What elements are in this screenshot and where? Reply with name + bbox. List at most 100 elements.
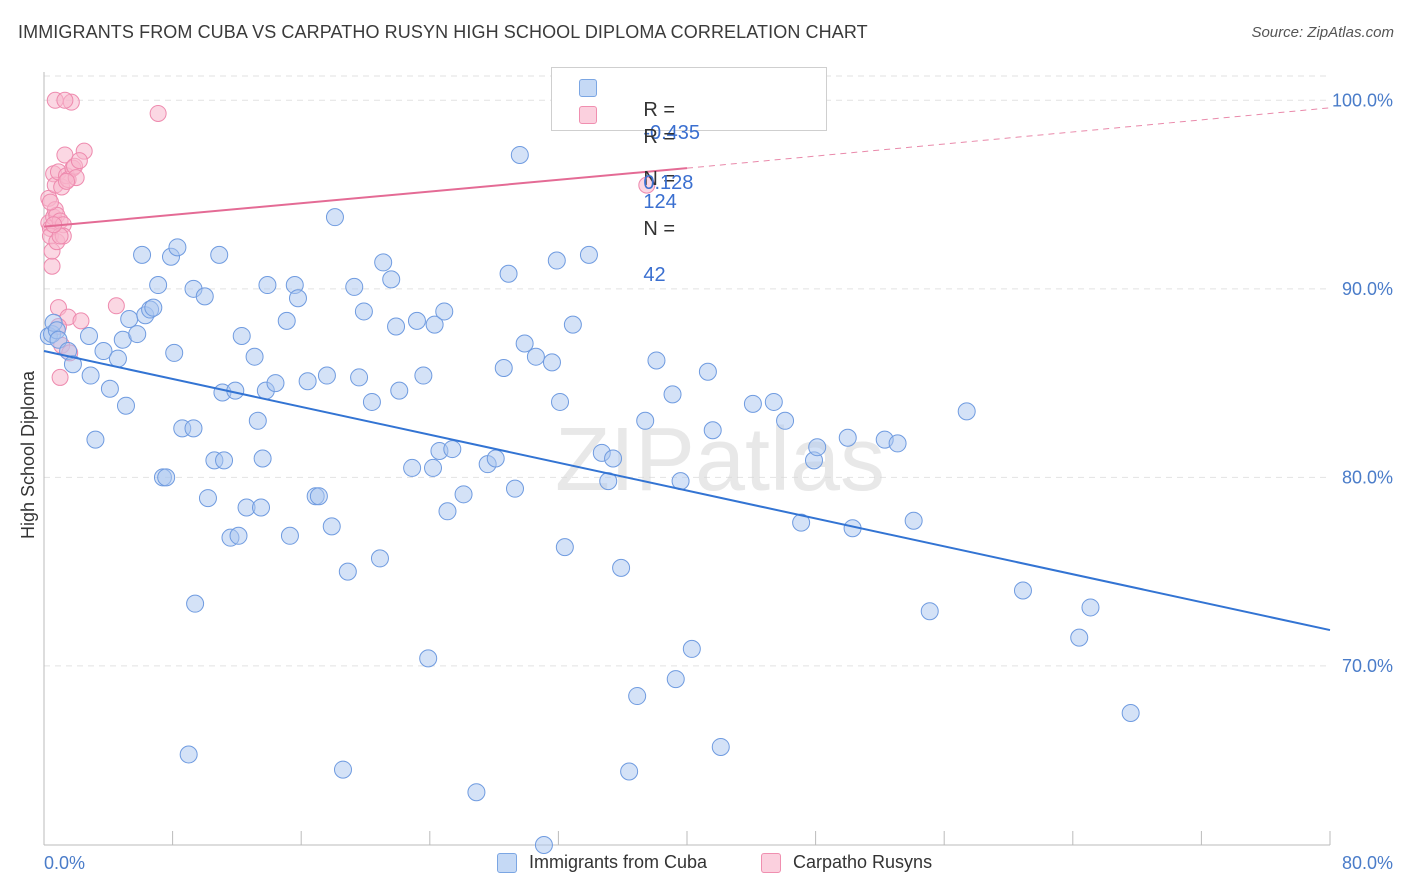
data-point-cuba (116, 396, 135, 415)
data-point-cuba (120, 309, 139, 328)
data-point-cuba (1070, 628, 1089, 647)
data-point-cuba (298, 372, 317, 391)
x-tick-label: 0.0% (44, 853, 85, 873)
data-point-cuba (354, 302, 373, 321)
data-point-cuba (808, 438, 827, 457)
data-point-rusyns (41, 193, 59, 211)
stats-legend: R = -0.435 N = 124 R = 0.128 N = 42 (551, 67, 827, 286)
x-tick-label: 80.0% (1342, 853, 1393, 873)
data-point-cuba (494, 359, 513, 378)
trend-line-rusyns-extension (686, 107, 1331, 169)
x-axis-tick-labels: 0.0% 80.0% (44, 853, 1393, 873)
data-point-cuba (252, 498, 271, 517)
y-tick-label: 80.0% (1342, 467, 1393, 487)
data-point-cuba (424, 458, 443, 477)
data-point-cuba (317, 366, 336, 385)
data-point-cuba (258, 276, 277, 295)
legend-row-cuba: R = -0.435 N = 124 (552, 74, 826, 213)
data-point-rusyns (70, 152, 88, 170)
legend-r-label: R = (643, 99, 676, 121)
data-point-cuba (920, 602, 939, 621)
data-point-rusyns (43, 257, 61, 275)
data-point-cuba (266, 374, 285, 393)
data-point-cuba (322, 517, 341, 536)
data-point-cuba (555, 538, 574, 557)
data-point-cuba (628, 687, 647, 706)
data-point-cuba (534, 836, 553, 854)
data-point-cuba (551, 392, 570, 411)
legend-n-value: 42 (643, 264, 666, 286)
data-point-cuba (419, 649, 438, 668)
legend-r-value: -0.435 (643, 122, 701, 144)
trend-line-rusyns (43, 167, 688, 228)
legend-swatch-pink (761, 853, 781, 873)
data-point-cuba (1013, 581, 1032, 600)
legend-r-label: R = (643, 126, 676, 148)
data-point-cuba (195, 287, 214, 306)
data-point-cuba (764, 392, 783, 411)
data-point-cuba (157, 468, 176, 487)
data-point-cuba (232, 326, 251, 345)
legend-row-rusyns: R = 0.128 N = 42 (552, 101, 826, 286)
data-point-cuba (210, 245, 229, 264)
data-point-cuba (703, 421, 722, 440)
data-point-cuba (333, 760, 352, 779)
data-point-cuba (338, 562, 357, 581)
data-point-cuba (80, 326, 99, 345)
legend-swatch-blue (579, 79, 597, 97)
data-point-cuba (198, 489, 217, 508)
data-point-cuba (86, 430, 105, 449)
legend-label-rusyns: Carpatho Rusyns (793, 852, 933, 872)
data-point-rusyns (51, 368, 69, 386)
data-point-cuba (179, 745, 198, 764)
data-point-cuba (526, 347, 545, 366)
data-point-rusyns (56, 91, 74, 109)
data-point-cuba (711, 737, 730, 756)
data-point-cuba (838, 428, 857, 447)
y-axis-title: High School Diploma (18, 370, 38, 539)
data-point-cuba (579, 245, 598, 264)
data-point-cuba (168, 238, 187, 257)
data-point-cuba (486, 449, 505, 468)
data-point-cuba (387, 317, 406, 336)
data-point-cuba (407, 311, 426, 330)
data-point-cuba (888, 434, 907, 453)
data-point-cuba (454, 485, 473, 504)
data-point-cuba (612, 558, 631, 577)
data-point-cuba (957, 402, 976, 421)
data-point-cuba (100, 379, 119, 398)
data-point-cuba (682, 639, 701, 658)
series-immigrants-from-cuba (39, 145, 1140, 854)
data-point-cuba (547, 251, 566, 270)
data-point-cuba (374, 253, 393, 272)
data-point-rusyns (72, 312, 90, 330)
data-point-cuba (184, 419, 203, 438)
data-point-cuba (467, 783, 486, 802)
data-point-cuba (663, 385, 682, 404)
data-point-cuba (636, 411, 655, 430)
data-point-cuba (542, 353, 561, 372)
data-point-cuba (186, 594, 205, 613)
data-point-cuba (362, 392, 381, 411)
data-point-cuba (1121, 704, 1140, 723)
data-point-cuba (370, 549, 389, 568)
data-point-cuba (81, 366, 100, 385)
data-point-cuba (128, 325, 147, 344)
data-point-cuba (215, 451, 234, 470)
data-point-cuba (245, 347, 264, 366)
data-point-cuba (390, 381, 409, 400)
data-point-cuba (425, 315, 444, 334)
data-point-cuba (229, 526, 248, 545)
legend-label-cuba: Immigrants from Cuba (529, 852, 708, 872)
data-point-cuba (647, 351, 666, 370)
data-point-cuba (350, 368, 369, 387)
data-point-cuba (515, 334, 534, 353)
data-point-rusyns (149, 104, 167, 122)
data-point-rusyns (58, 172, 76, 190)
data-point-cuba (277, 311, 296, 330)
x-axis-ticks (43, 831, 1331, 845)
data-point-cuba (698, 362, 717, 381)
data-point-cuba (443, 440, 462, 459)
legend-n-label: N = (643, 168, 676, 190)
